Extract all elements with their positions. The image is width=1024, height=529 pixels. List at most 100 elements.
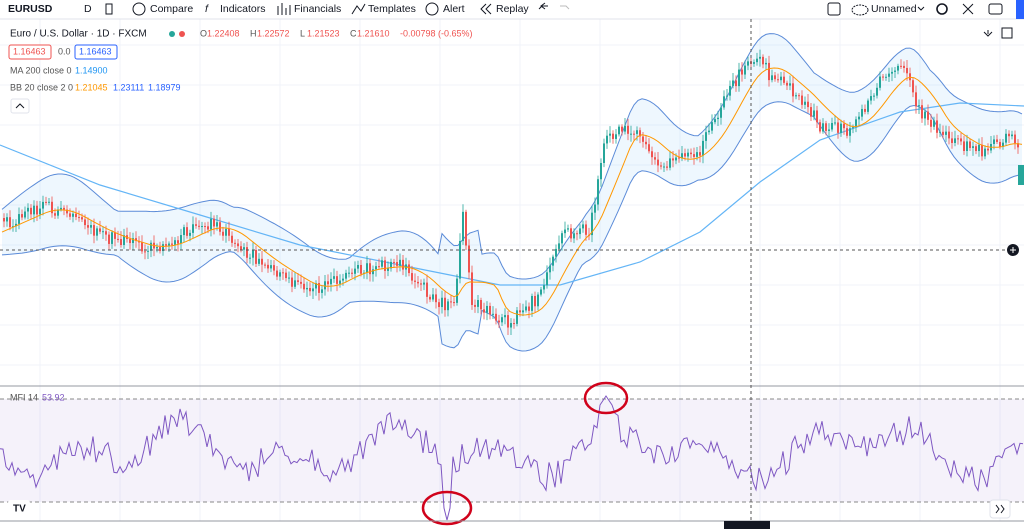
settings-icon[interactable] [936,3,948,15]
templates-button[interactable]: Templates [368,3,416,15]
candle-body [3,218,5,222]
screenshot-icon[interactable] [988,3,1003,15]
candle-body [549,265,551,273]
candle-body [234,242,236,244]
candle-body [564,229,566,234]
candle-body [75,213,77,218]
alert-icon[interactable] [425,2,439,16]
undo-icon[interactable] [538,2,548,10]
scroll-right-button[interactable] [989,499,1011,519]
candle-body [432,294,434,300]
fullscreen-icon[interactable] [962,3,974,15]
candle-body [240,246,242,250]
candle-body [324,281,326,290]
publish-button[interactable] [1016,0,1024,19]
candle-body [966,141,968,152]
candle-body [681,153,683,159]
candle-body [237,243,239,247]
indicators-icon[interactable]: f [205,3,209,15]
candle-body [915,92,917,107]
candle-body [585,224,587,235]
candle-body [525,306,527,311]
candle-body [708,130,710,133]
candle-body [204,226,206,228]
indicators-button[interactable]: Indicators [220,3,266,15]
candle-body [1005,133,1007,143]
candle-body [645,141,647,145]
candle-body [552,256,554,266]
candle-body [195,224,197,226]
candle-body [762,56,764,65]
candle-body [489,305,491,315]
candle-body [831,122,833,130]
tv-logo [8,500,30,518]
candle-body [615,134,617,139]
symbol[interactable]: EURUSD [8,3,53,15]
candle-body [156,247,158,249]
candle-body [306,287,308,290]
candle-body [228,228,230,236]
candle-body [249,257,251,259]
candle-body [378,266,380,268]
candle-body [969,141,971,148]
candle-body [807,101,809,108]
bb-lower [1,101,1023,352]
candle-body [267,264,269,269]
maximize-icon[interactable] [1001,27,1013,39]
replay-button[interactable]: Replay [496,3,529,15]
candle-body [543,285,545,290]
candle-body [876,87,878,96]
compare-icon[interactable] [132,2,146,16]
candle-body [135,238,137,241]
candle-body [825,123,827,131]
candle-body [570,228,572,239]
candle-body [498,320,500,323]
candle-body [747,61,749,66]
candle-body [741,69,743,75]
compare-button[interactable]: Compare [150,3,193,15]
ask-box[interactable] [74,44,118,60]
collapse-legend[interactable] [10,98,30,114]
candle-body [780,76,782,81]
candle-body [636,130,638,134]
bid-box[interactable] [8,44,52,60]
layout-name[interactable]: Unnamed [871,3,917,15]
candle-body [672,158,674,161]
candle-icon[interactable] [105,3,113,15]
candle-body [555,248,557,257]
candle-body [483,309,485,313]
candle-body [60,207,62,210]
candle-body [375,266,377,270]
cloud-icon[interactable] [851,4,869,16]
layout-icon[interactable] [827,2,841,16]
candle-body [963,141,965,152]
ohlc-label: O [200,28,207,38]
scroll-down-icon[interactable] [983,30,993,37]
candle-body [297,280,299,282]
replay-icon[interactable] [480,3,492,15]
arrow-icon [995,504,1005,514]
candle-body [519,310,521,313]
redo-icon[interactable] [560,5,570,10]
candle-body [759,56,761,59]
candle-body [273,265,275,271]
candle-body [87,225,89,228]
candle-body [714,119,716,123]
candle-body [597,179,599,205]
candle-body [687,152,689,157]
candle-body [438,302,440,308]
bb-name: BB 20 close 2 0 [10,82,73,92]
bid: 1.16463 [13,46,46,56]
candle-body [540,289,542,295]
financials-button[interactable]: Financials [294,3,341,15]
candle-body [522,310,524,313]
financials-icon[interactable] [277,3,291,15]
candle-body [600,163,602,180]
candle-body [558,243,560,249]
candle-body [729,85,731,96]
alert-button[interactable]: Alert [443,3,465,15]
templates-icon[interactable] [351,3,366,15]
candle-body [129,239,131,244]
layout-dropdown[interactable] [917,6,925,11]
interval[interactable]: D [84,3,92,15]
